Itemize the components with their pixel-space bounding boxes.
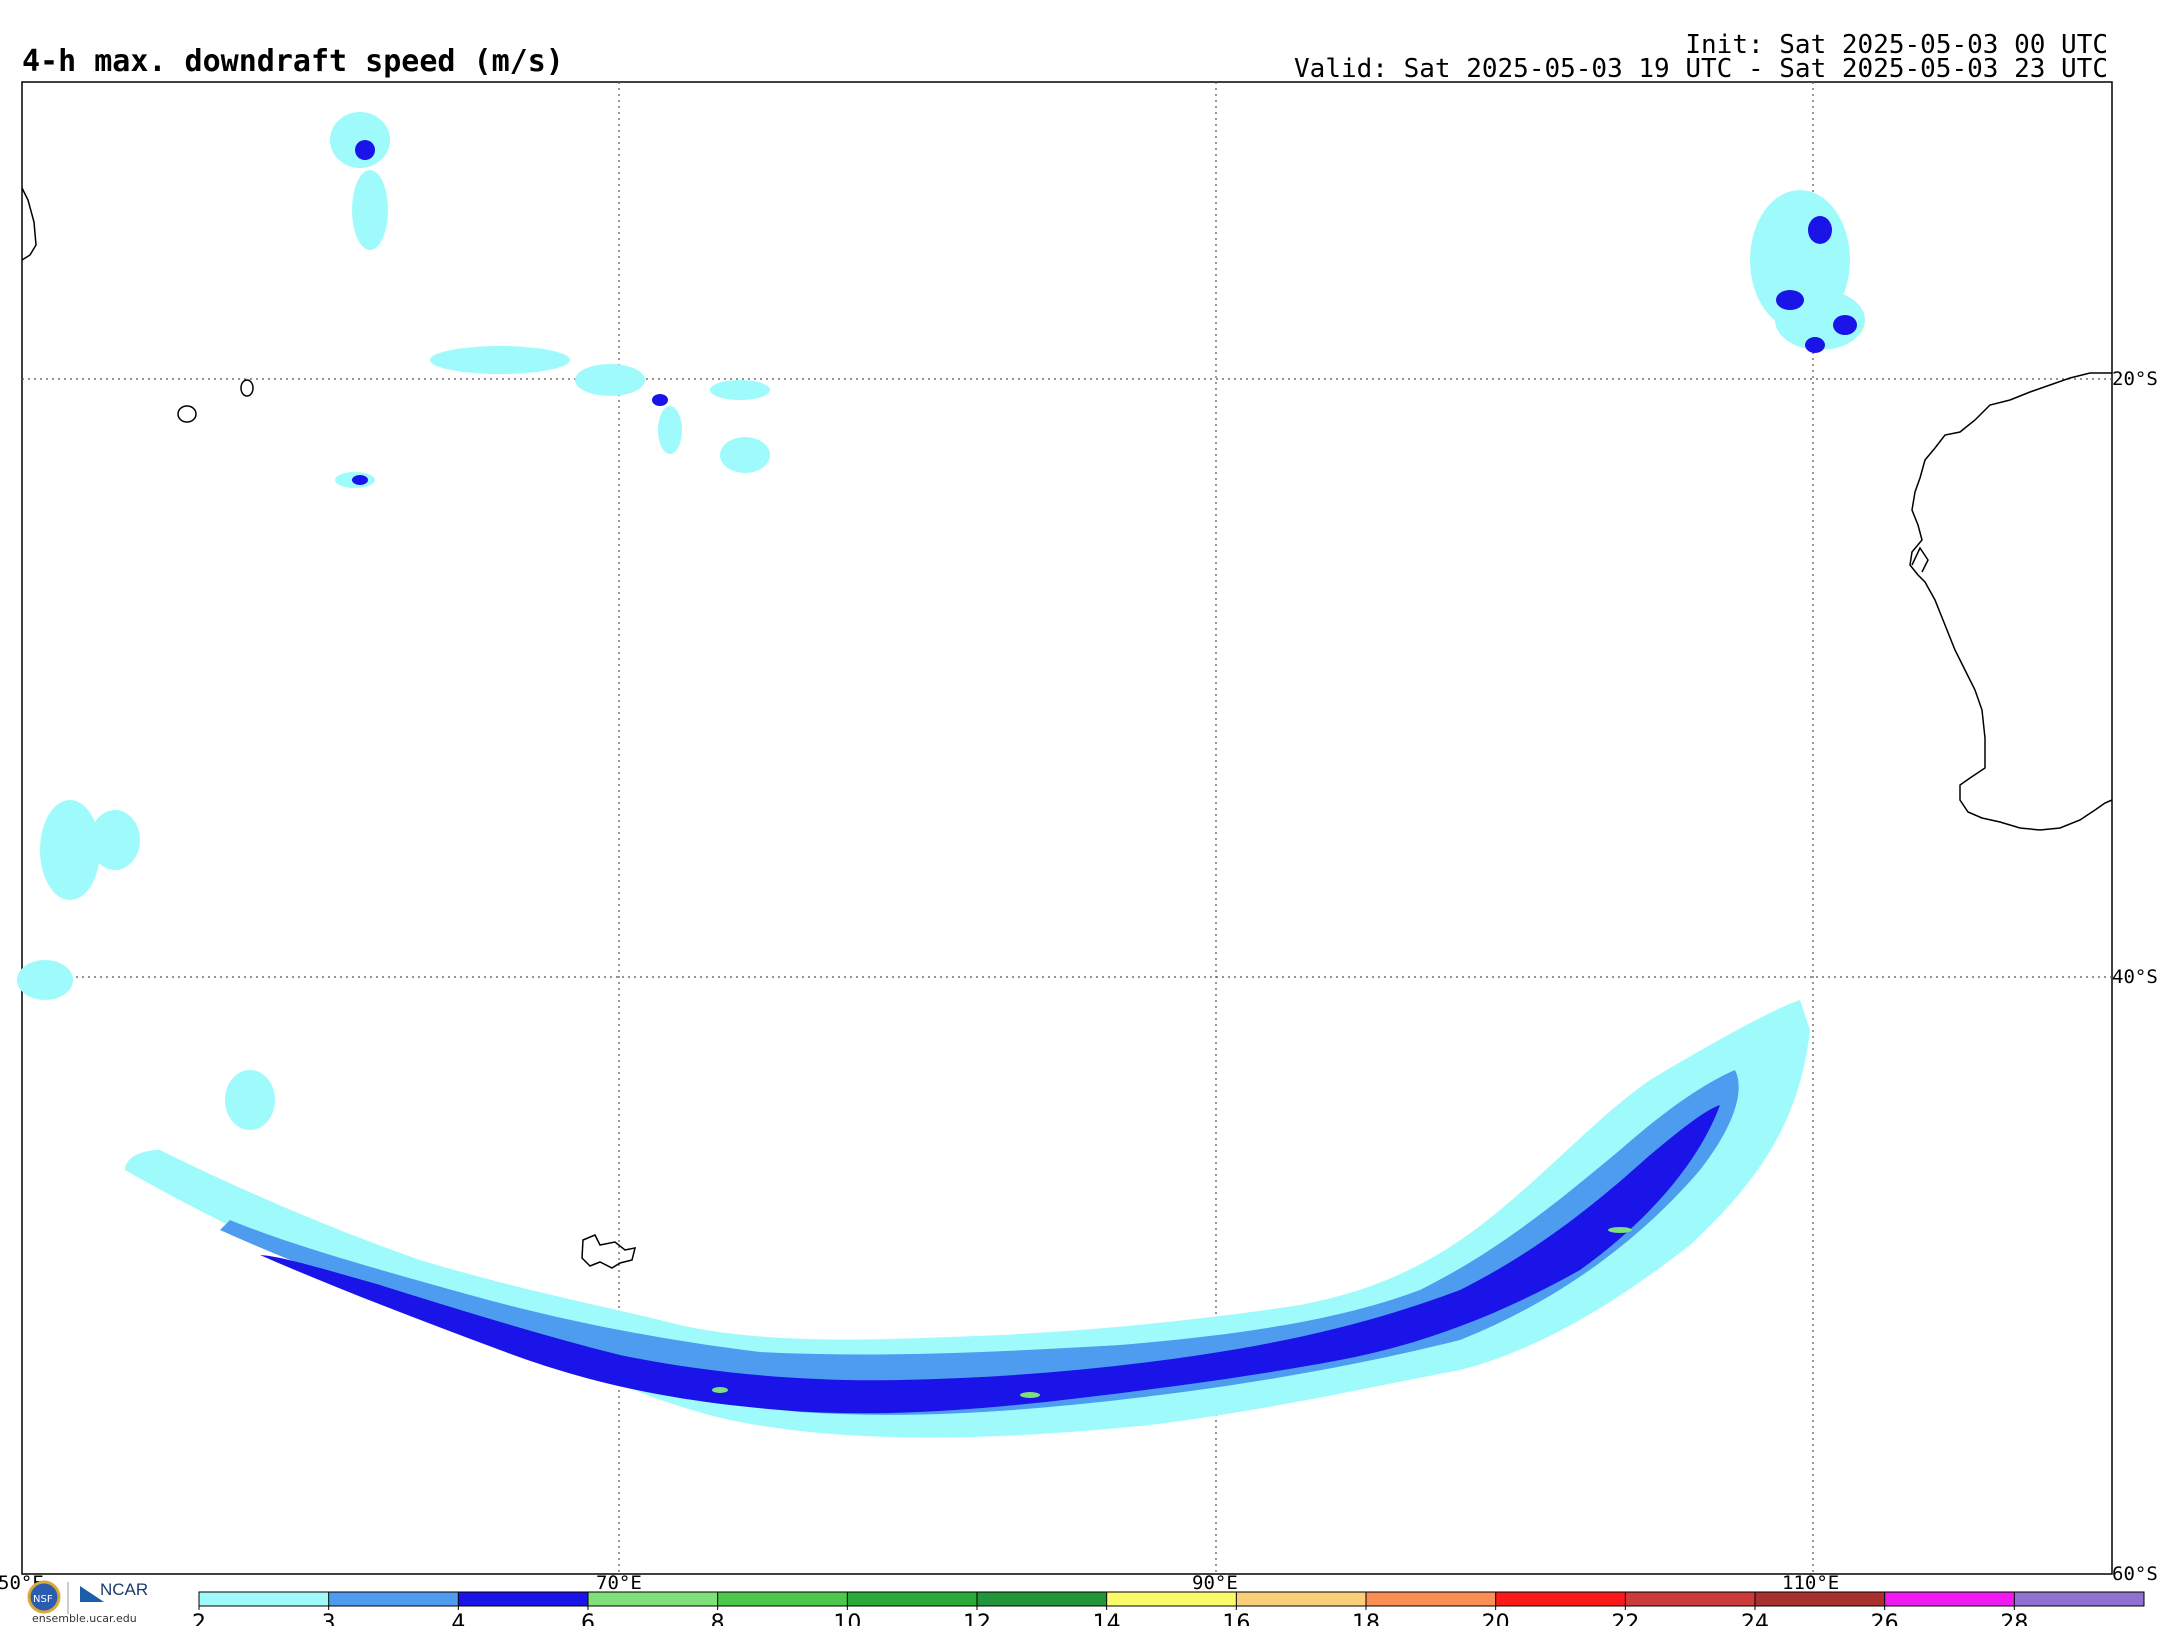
colorbar-tick-label: 16 bbox=[1222, 1611, 1250, 1626]
colorbar-swatch bbox=[1236, 1592, 1367, 1606]
colorbar-swatch bbox=[847, 1592, 978, 1606]
lat-label-40: 40°S bbox=[2112, 966, 2158, 988]
colorbar-tick-label: 14 bbox=[1093, 1611, 1121, 1626]
colorbar-tick-label: 6 bbox=[581, 1611, 595, 1626]
field-band-medium bbox=[220, 1070, 1739, 1415]
lon-label-90: 90°E bbox=[1192, 1572, 1238, 1594]
colorbar-swatch bbox=[458, 1592, 589, 1606]
colorbar-tick-label: 2 bbox=[192, 1611, 206, 1626]
colorbar-tick-label: 12 bbox=[963, 1611, 991, 1626]
ncar-logo-text: NCAR bbox=[100, 1580, 149, 1599]
colorbar: 2 3 4 6 8 10 12 14 16 18 20 22 24 26 28 bbox=[192, 1591, 2145, 1626]
colorbar-swatch bbox=[199, 1592, 330, 1606]
field-band-dark bbox=[260, 1105, 1720, 1414]
colorbar-tick-label: 26 bbox=[1871, 1611, 1899, 1626]
ncar-logo-icon bbox=[80, 1586, 104, 1602]
colorbar-swatch bbox=[1366, 1592, 1497, 1606]
colorbar-swatch bbox=[1625, 1592, 1756, 1606]
colorbar-tick-label: 4 bbox=[451, 1611, 465, 1626]
lon-label-70: 70°E bbox=[596, 1572, 642, 1594]
colorbar-tick-label: 8 bbox=[711, 1611, 725, 1626]
coastline-reunion bbox=[177, 405, 197, 423]
colorbar-swatch bbox=[1884, 1592, 2015, 1606]
colorbar-swatch bbox=[717, 1592, 848, 1606]
field-cells-north-dark bbox=[352, 140, 1857, 485]
coastlines bbox=[21, 187, 2113, 1269]
colorbar-swatch bbox=[977, 1592, 1108, 1606]
map-title: 4-h max. downdraft speed (m/s) bbox=[22, 44, 564, 79]
coastline-kerguelen bbox=[581, 1234, 637, 1269]
colorbar-swatch bbox=[1495, 1592, 1626, 1606]
lat-label-20: 20°S bbox=[2112, 368, 2158, 390]
colorbar-swatch bbox=[588, 1592, 719, 1606]
coastline-australia bbox=[1909, 372, 2113, 831]
colorbar-tick-label: 18 bbox=[1352, 1611, 1380, 1626]
nsf-logo-icon: NSF bbox=[27, 1580, 104, 1614]
downdraft-field bbox=[17, 112, 1865, 1438]
svg-text:NSF: NSF bbox=[33, 1594, 53, 1605]
map-frame bbox=[21, 81, 2113, 1575]
coastline-madagascar bbox=[21, 187, 37, 261]
colorbar-swatch bbox=[1106, 1592, 1237, 1606]
colorbar-tick-label: 3 bbox=[322, 1611, 336, 1626]
ensemble-url: ensemble.ucar.edu bbox=[32, 1612, 137, 1625]
colorbar-tick-label: 28 bbox=[2000, 1611, 2028, 1626]
colorbar-tick-label: 10 bbox=[833, 1611, 861, 1626]
coastline-shark-bay bbox=[1911, 546, 1929, 573]
field-cells-green bbox=[712, 1227, 1632, 1398]
init-time: Init: Sat 2025-05-03 00 UTC bbox=[1685, 30, 2108, 60]
lon-label-110: 110°E bbox=[1782, 1572, 1839, 1594]
colorbar-swatch bbox=[1755, 1592, 1886, 1606]
colorbar-tick-label: 24 bbox=[1741, 1611, 1769, 1626]
coastline-mauritius bbox=[240, 379, 254, 397]
lat-label-60: 60°S bbox=[2112, 1563, 2158, 1585]
colorbar-swatch bbox=[328, 1592, 459, 1606]
colorbar-tick-label: 20 bbox=[1482, 1611, 1510, 1626]
colorbar-tick-label: 22 bbox=[1611, 1611, 1639, 1626]
valid-time: Valid: Sat 2025-05-03 19 UTC - Sat 2025-… bbox=[1294, 54, 2108, 84]
colorbar-swatch bbox=[2014, 1592, 2145, 1606]
